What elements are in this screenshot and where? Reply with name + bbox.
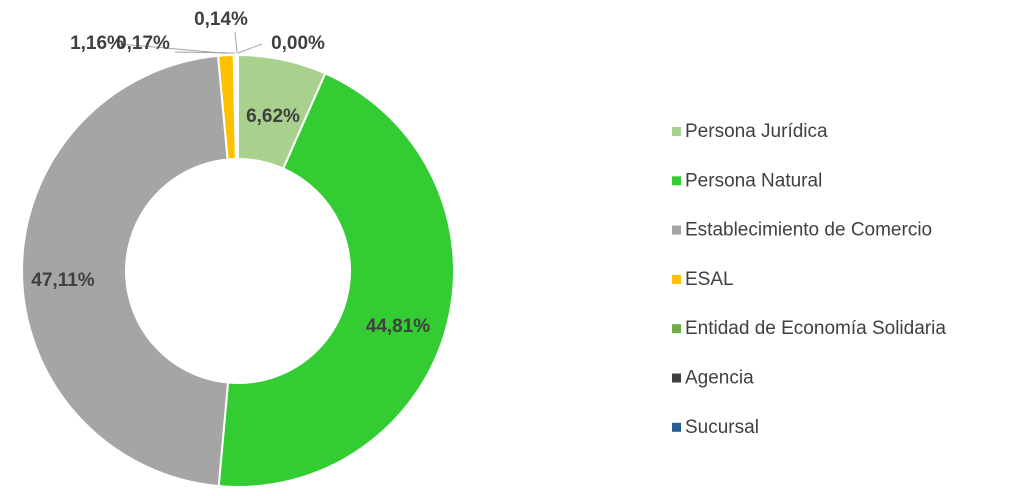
legend-label: Persona Jurídica — [685, 121, 828, 142]
leader-line — [119, 43, 226, 54]
leader-line — [237, 43, 263, 54]
data-label: 0,14% — [194, 9, 248, 30]
donut-slice — [21, 54, 230, 488]
legend-swatch — [672, 324, 681, 334]
leader-line — [234, 31, 238, 54]
data-label: 47,11% — [31, 270, 94, 291]
legend-label: Sucursal — [685, 417, 759, 438]
legend-swatch — [672, 127, 681, 136]
legend-label: Establecimiento de Comercio — [685, 220, 932, 241]
legend-swatch — [672, 176, 681, 186]
legend-label: Entidad de Economía Solidaria — [685, 318, 946, 339]
data-label: 44,81% — [366, 316, 431, 337]
data-label: 0,00% — [271, 33, 325, 54]
legend-label: ESAL — [685, 269, 734, 290]
data-label: 0,17% — [116, 33, 170, 54]
legend-swatch — [672, 274, 681, 284]
legend-label: Agencia — [685, 368, 754, 389]
data-label: 1,16% — [70, 33, 124, 54]
leader-line — [174, 51, 235, 54]
data-label: 6,62% — [246, 106, 300, 127]
legend-swatch — [672, 422, 681, 432]
legend-label: Persona Natural — [685, 170, 822, 191]
legend-swatch — [672, 373, 681, 383]
donut-slice — [217, 72, 455, 488]
legend-swatch — [672, 225, 681, 235]
